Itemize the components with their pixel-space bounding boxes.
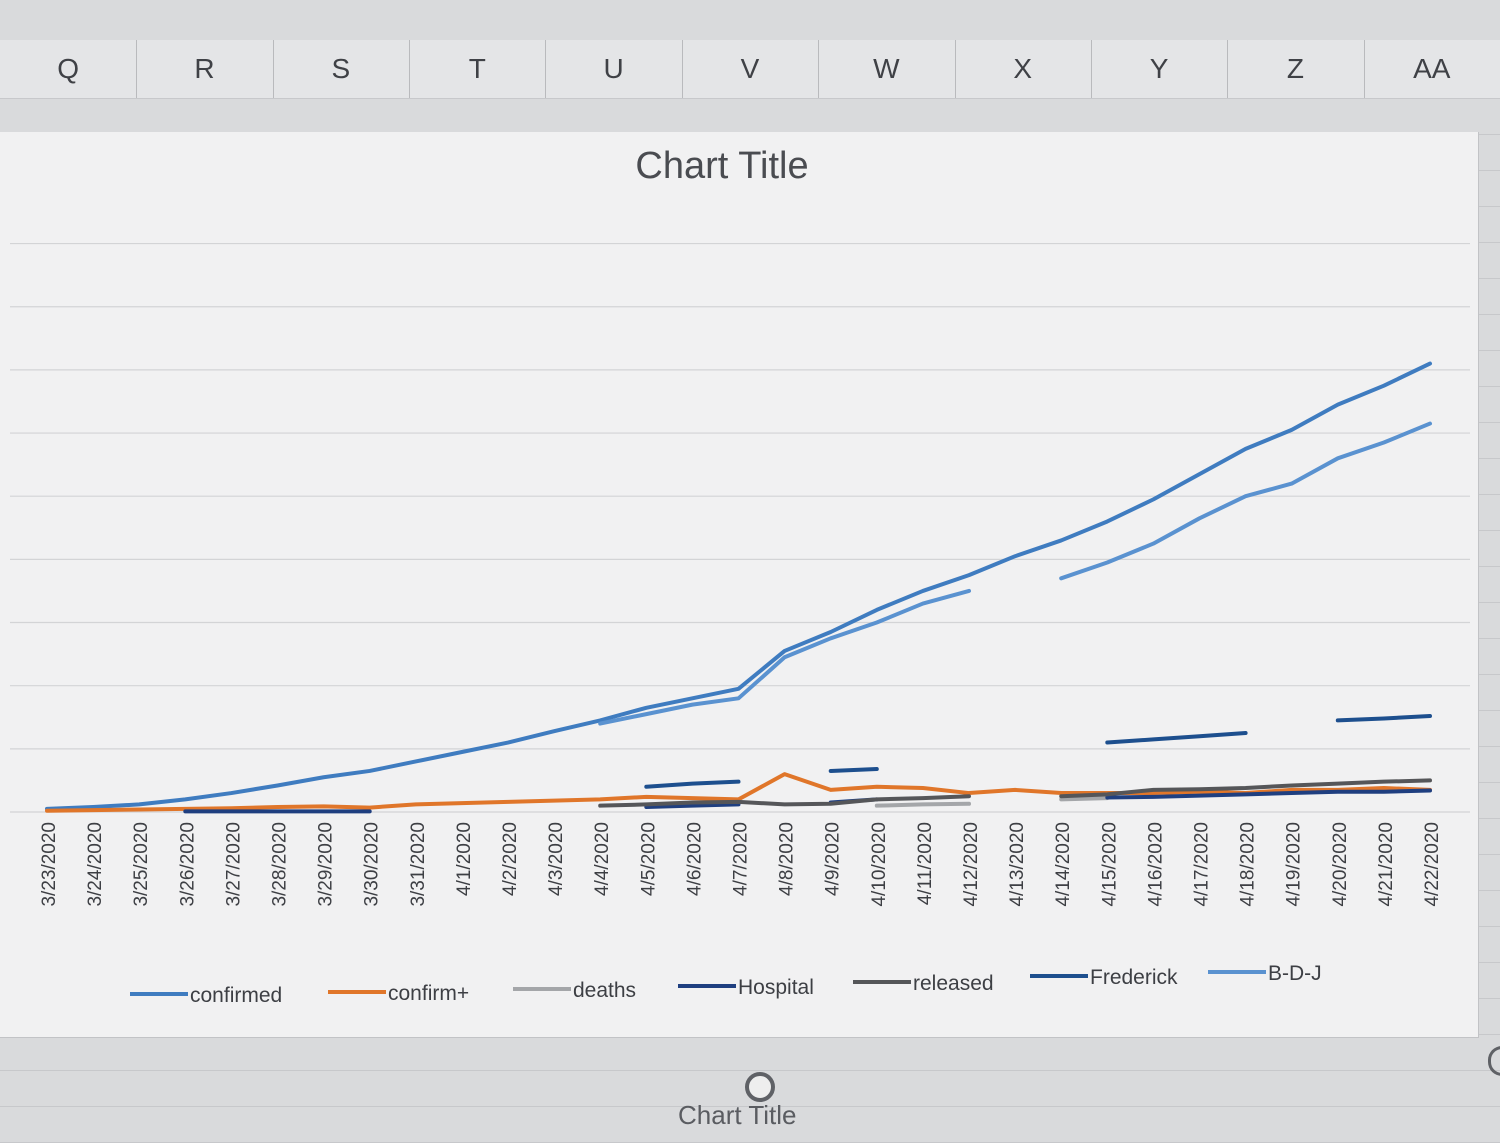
legend-item-released[interactable]: released <box>853 972 994 995</box>
line-chart: Chart Title 3/23/2020 3/24/2020 3/25/2020 3… <box>10 145 1470 1007</box>
x-tick-label: 4/16/2020 <box>1145 822 1166 907</box>
x-tick-label: 3/28/2020 <box>270 822 291 907</box>
series-line-released[interactable] <box>1059 778 1432 799</box>
legend-label: Hospital <box>738 976 814 999</box>
column-header-z[interactable]: Z <box>1227 40 1365 98</box>
legend-item-hospital[interactable]: Hospital <box>678 976 814 999</box>
x-tick-label: 4/13/2020 <box>1007 822 1028 907</box>
x-tick-label: 4/20/2020 <box>1330 822 1351 907</box>
column-header-y[interactable]: Y <box>1091 40 1229 98</box>
x-tick-label: 4/17/2020 <box>1192 822 1213 907</box>
column-header-x[interactable]: X <box>955 40 1092 98</box>
x-tick-label: 3/27/2020 <box>223 822 244 907</box>
worksheet-row-line <box>0 98 1500 99</box>
column-header-aa[interactable]: AA <box>1364 40 1500 98</box>
x-tick-label: 3/26/2020 <box>177 822 198 907</box>
x-tick-label: 4/19/2020 <box>1284 822 1305 907</box>
chart-title[interactable]: Chart Title <box>635 145 808 187</box>
chart-resize-handle[interactable] <box>745 1072 775 1102</box>
x-tick-label: 4/5/2020 <box>638 822 659 896</box>
column-header-r[interactable]: R <box>136 40 274 98</box>
second-chart-title: Chart Title <box>678 1100 797 1130</box>
legend-item-confirm-[interactable]: confirm+ <box>328 982 469 1005</box>
x-tick-label: 3/29/2020 <box>316 822 337 907</box>
x-tick-label: 3/25/2020 <box>131 822 152 907</box>
column-header-s[interactable]: S <box>273 40 411 98</box>
series-line-frederick[interactable] <box>1105 731 1248 745</box>
column-header-row: Q R S T U V W X Y Z AA <box>0 40 1500 99</box>
series-line-confirm-[interactable] <box>45 772 1432 813</box>
legend-label: confirm+ <box>388 982 469 1005</box>
series-line-b-d-j[interactable] <box>1059 421 1432 581</box>
x-tick-label: 4/7/2020 <box>731 822 752 896</box>
legend-label: released <box>913 972 994 995</box>
x-tick-label: 4/11/2020 <box>915 822 936 905</box>
x-tick-label: 4/8/2020 <box>777 822 798 896</box>
column-header-q[interactable]: Q <box>0 40 138 98</box>
series-line-released[interactable] <box>598 794 971 808</box>
legend-label: deaths <box>573 979 636 1002</box>
x-tick-label: 4/9/2020 <box>823 822 844 896</box>
series-line-hospital[interactable] <box>1105 788 1432 800</box>
x-tick-label: 4/15/2020 <box>1099 822 1120 907</box>
series-line-hospital[interactable] <box>644 802 741 809</box>
x-tick-label: 4/14/2020 <box>1053 822 1074 907</box>
x-tick-label: 3/30/2020 <box>362 822 383 907</box>
legend-label: confirmed <box>190 984 282 1007</box>
x-tick-label: 4/6/2020 <box>684 822 705 896</box>
legend-label: B-D-J <box>1268 962 1322 985</box>
series-line-deaths[interactable] <box>1059 796 1110 802</box>
x-tick-label: 4/18/2020 <box>1238 822 1259 907</box>
x-tick-label: 4/12/2020 <box>961 822 982 907</box>
legend-item-deaths[interactable]: deaths <box>513 979 636 1002</box>
series-line-confirmed[interactable] <box>45 361 1432 811</box>
x-tick-label: 3/23/2020 <box>39 822 60 907</box>
column-header-u[interactable]: U <box>545 40 683 98</box>
x-tick-label: 4/3/2020 <box>546 822 567 896</box>
column-header-v[interactable]: V <box>682 40 820 98</box>
x-tick-label: 4/21/2020 <box>1376 822 1397 907</box>
column-header-w[interactable]: W <box>818 40 956 98</box>
x-tick-label: 4/22/2020 <box>1422 822 1443 907</box>
series-line-deaths[interactable] <box>874 801 971 808</box>
x-tick-label: 3/24/2020 <box>85 822 106 907</box>
x-tick-label: 3/31/2020 <box>408 822 429 907</box>
series-line-b-d-j[interactable] <box>598 588 971 726</box>
legend-item-b-d-j[interactable]: B-D-J <box>1208 962 1322 985</box>
series-line-frederick[interactable] <box>1335 714 1432 723</box>
worksheet-row-line <box>0 1070 1500 1071</box>
x-axis-tick-labels: 3/23/2020 3/24/2020 3/25/2020 3/26/2020 3/27… <box>39 822 1443 907</box>
legend-label: Frederick <box>1090 966 1178 989</box>
gridlines <box>10 242 1470 813</box>
column-header-t[interactable]: T <box>409 40 547 98</box>
x-tick-label: 4/2/2020 <box>500 822 521 896</box>
x-tick-label: 4/10/2020 <box>869 822 890 907</box>
series-lines <box>45 361 1432 814</box>
series-line-frederick[interactable] <box>644 779 741 789</box>
legend-item-confirmed[interactable]: confirmed <box>130 984 282 1007</box>
legend-item-frederick[interactable]: Frederick <box>1030 966 1178 989</box>
chart-area[interactable]: Chart Title 3/23/2020 3/24/2020 3/25/2020 3… <box>0 132 1479 1038</box>
series-line-frederick[interactable] <box>828 767 879 773</box>
worksheet-row-line <box>0 1106 1500 1107</box>
legend: confirmed confirm+ deaths Hospital released F… <box>130 962 1322 1007</box>
x-tick-label: 4/1/2020 <box>454 822 475 896</box>
x-tick-label: 4/4/2020 <box>592 822 613 896</box>
